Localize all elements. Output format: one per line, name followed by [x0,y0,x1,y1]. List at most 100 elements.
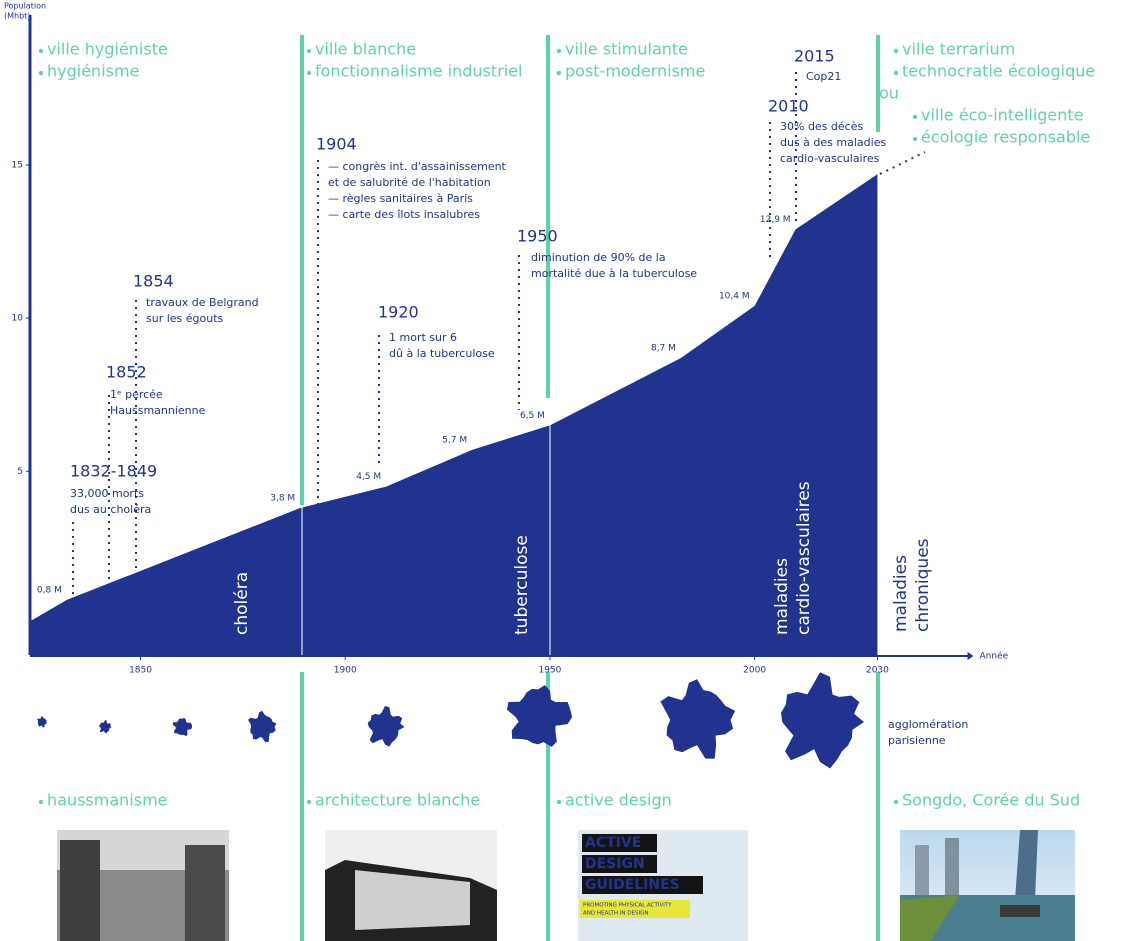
x-tick-label: 1900 [334,666,357,676]
event-text: 1 mort sur 6 [389,331,457,344]
x-tick-label: 2000 [743,666,766,676]
photo-trees [900,895,960,941]
bullet [306,48,312,54]
cover-subtitle: AND HEALTH IN DESIGN [583,911,648,917]
event-year: 2010 [768,97,809,116]
projection [879,151,926,175]
agglomeration-map [37,716,47,728]
project-label: architecture blanche [315,791,480,810]
event-text: dû à la tuberculose [389,347,495,360]
map-label: parisienne [888,734,946,747]
photo-building [185,845,225,941]
value-label: 10,4 M [719,291,750,301]
event-text: 33,000 morts [70,487,144,500]
event-text: — carte des îlots insalubres [328,208,480,221]
x-tick-label: 2030 [866,666,889,676]
photo-tower [1015,830,1038,900]
event-year: 1920 [378,303,419,322]
value-label: 8,7 M [651,343,676,353]
event-text: et de salubrité de l'habitation [328,176,491,189]
bullet [38,48,44,54]
cover-title: ACTIVE [585,835,641,851]
disease-label: maladies [891,555,911,632]
y-axis-label: Population [4,2,46,11]
bullet [306,70,312,76]
cover-highlight [582,876,703,894]
x-tick-label: 1850 [129,666,152,676]
period-label: technocratie écologique [902,62,1095,81]
period-label: ville éco-intelligente [921,106,1084,125]
event-text: 30% des décès [780,120,863,133]
y-axis-label: (Mhbt) [4,12,30,21]
agglomeration-map [248,710,277,743]
bullet [556,799,562,805]
event-year: 1950 [517,227,558,246]
bullet [556,70,562,76]
agglomeration-map [660,679,736,759]
event-year: 2015 [794,47,835,66]
event-year: 1854 [133,272,174,291]
disease-label: choléra [232,572,252,635]
cover-title: DESIGN [585,856,645,872]
period-label: post-modernisme [565,62,705,81]
value-label: 4,5 M [356,472,381,482]
event-text: mortalité due à la tuberculose [531,267,697,280]
period-label: écologie responsable [921,128,1090,147]
value-label: 6,5 M [520,411,545,421]
x-tick-label: 1950 [538,666,561,676]
population-area [30,174,878,656]
photo-facade [355,870,470,930]
y-tick-label: 5 [17,467,23,477]
event-text: dus à des maladies [780,136,886,149]
disease-label: cardio-vasculaires [794,481,814,635]
project-label: active design [565,791,672,810]
event-text: 1ᵉ percée [110,388,163,401]
x-axis-arrow [967,652,974,660]
value-label: 5,7 M [442,435,467,445]
event-year: 1904 [316,135,357,154]
y-tick-label: 10 [12,314,24,324]
map-label: agglomération [888,718,968,731]
project-label: Songdo, Corée du Sud [902,791,1080,810]
project-label: haussmanisme [47,791,168,810]
photo-tower [915,845,929,900]
value-label: 3,8 M [270,494,295,504]
disease-label: maladies [772,558,792,635]
value-label: 0,8 M [37,585,62,595]
bullet [893,70,899,76]
cover-highlight [582,834,657,852]
event-text: — congrès int. d'assainissement [328,160,507,173]
bullet [556,48,562,54]
x-axis-label: Année [980,651,1009,662]
cover-subtitle-band [580,900,690,918]
period-label: ville hygiéniste [47,40,168,59]
event-year: 1852 [106,363,147,382]
photos [57,830,1075,941]
cover-title: GUIDELINES [585,877,680,893]
event-text: Haussmannienne [110,404,206,417]
bullet [893,48,899,54]
event-text: — règles sanitaires à Paris [328,192,473,205]
bullet [306,799,312,805]
agglomeration-map [507,685,573,747]
photo-boat [1000,905,1040,917]
event-text: sur les égouts [146,312,224,325]
agglomeration-map [781,672,864,769]
disease-label: chroniques [913,538,933,632]
bullet [912,114,918,120]
event-text: cardio-vasculaires [780,152,880,165]
period-label: ville blanche [315,40,416,59]
bullet [912,136,918,142]
value-label: 12,9 M [760,215,791,225]
cover-subtitle: PROMOTING PHYSICAL ACTIVITY [583,903,672,909]
event-text: travaux de Belgrand [146,296,259,309]
event-year: 1832-1849 [70,462,157,481]
event-text: dus au choléra [70,503,151,516]
y-tick-label: 15 [12,161,23,171]
period-label: ou [879,84,899,103]
period-label: ville terrarium [902,40,1015,59]
disease-label: tuberculose [512,535,532,635]
photo-building [60,840,100,941]
period-label: ville stimulante [565,40,688,59]
